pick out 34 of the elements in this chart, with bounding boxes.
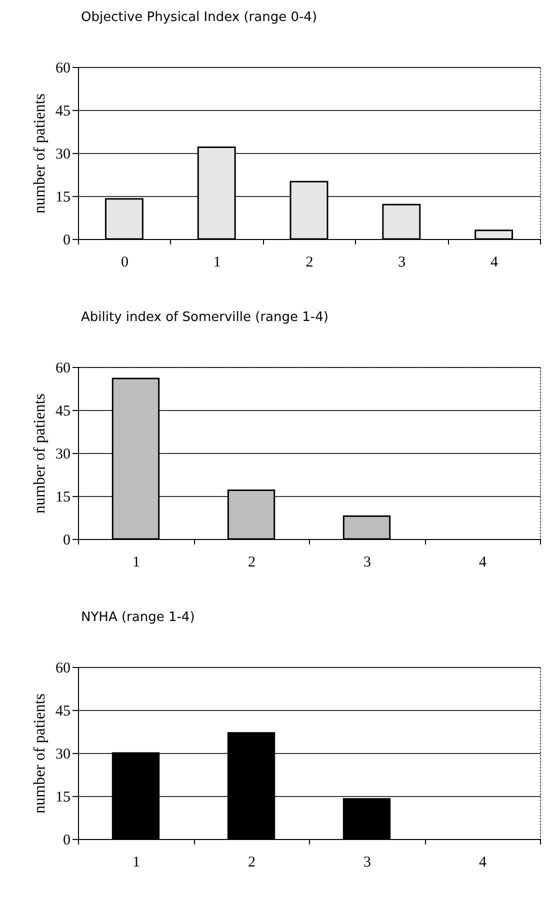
x-tick-label: 3	[364, 854, 371, 870]
y-axis-title: number of patients	[32, 694, 48, 814]
y-tick-label: 45	[56, 704, 70, 720]
x-tick-label: 2	[306, 254, 314, 270]
y-axis-title: number of patients	[32, 394, 48, 514]
y-tick-label: 60	[56, 60, 70, 76]
y-tick-label: 45	[56, 104, 70, 120]
y-tick-label: 0	[63, 532, 70, 548]
x-tick-label: 1	[132, 854, 140, 870]
y-tick-label: 60	[56, 660, 70, 676]
y-tick-label: 0	[63, 232, 70, 248]
x-tick-label: 2	[248, 554, 256, 570]
y-tick-label: 30	[56, 146, 70, 162]
y-tick-label: 30	[56, 746, 70, 762]
y-tick-label: 45	[56, 404, 70, 420]
y-tick-label: 0	[63, 832, 70, 848]
x-tick-label: 1	[213, 254, 221, 270]
x-tick-label: 4	[479, 854, 487, 870]
chart-title: Objective Physical Index (range 0-4)	[81, 10, 318, 25]
y-tick-label: 15	[56, 190, 70, 206]
y-axis-title: number of patients	[32, 94, 48, 214]
x-tick-label: 3	[364, 554, 371, 570]
y-tick-label: 15	[56, 490, 70, 506]
x-tick-label: 3	[398, 254, 406, 270]
x-tick-label: 0	[120, 254, 128, 270]
y-tick-label: 60	[56, 360, 70, 376]
chart-title: Ability index of Somerville (range 1-4)	[81, 310, 328, 325]
x-tick-label: 1	[132, 554, 140, 570]
y-tick-label: 30	[56, 446, 70, 462]
x-tick-label: 4	[479, 554, 487, 570]
chart-title: NYHA (range 1-4)	[81, 610, 195, 625]
x-tick-label: 2	[248, 854, 256, 870]
y-tick-label: 15	[56, 790, 70, 806]
x-tick-label: 4	[490, 254, 499, 270]
